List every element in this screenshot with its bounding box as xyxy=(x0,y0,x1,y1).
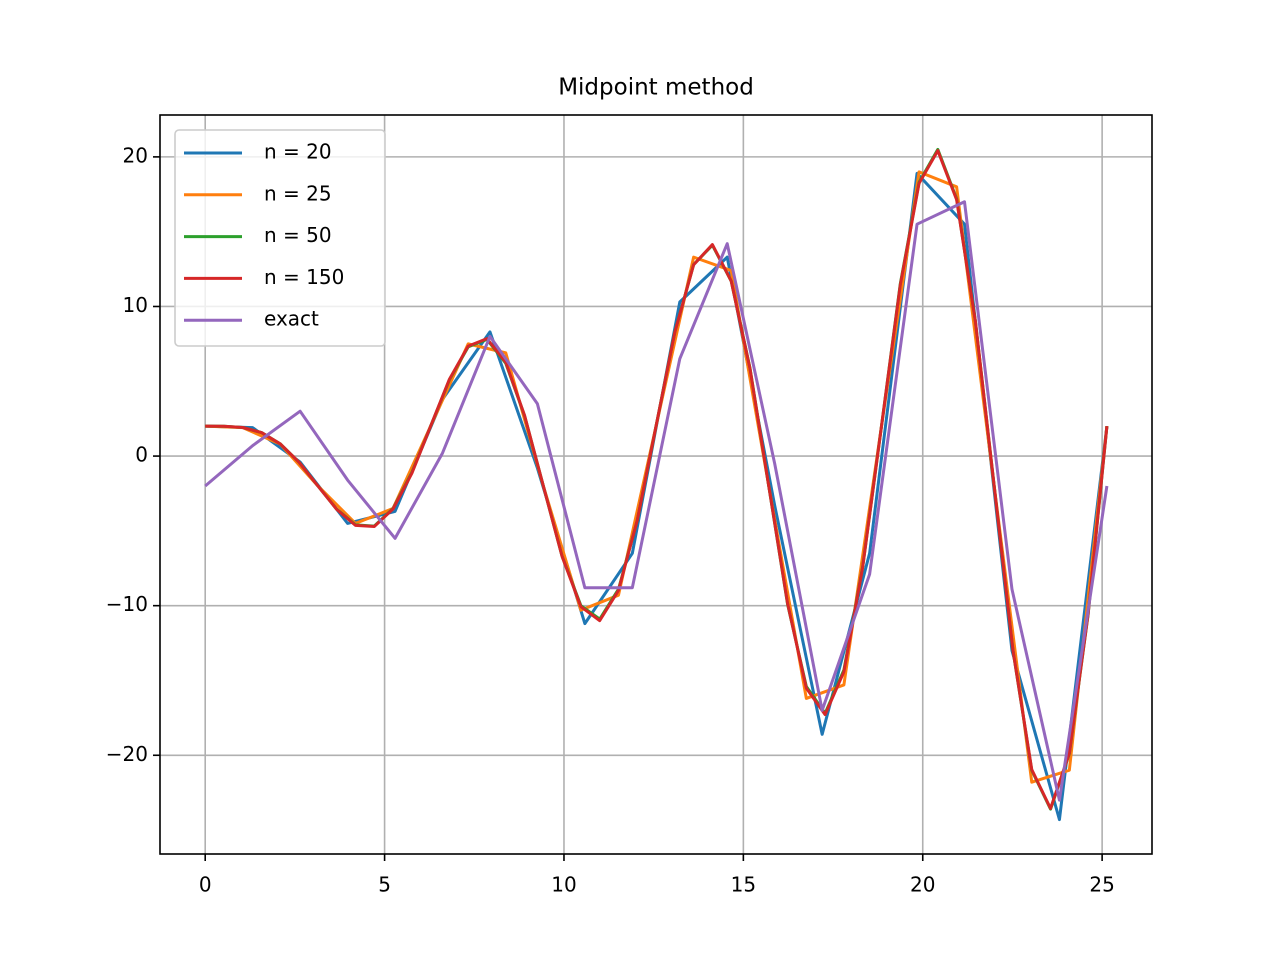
y-tick-label: −20 xyxy=(106,742,148,766)
y-tick-label: 0 xyxy=(135,443,148,467)
series-line xyxy=(205,149,1109,811)
x-tick-label: 20 xyxy=(910,873,935,897)
x-tick-label: 15 xyxy=(731,873,756,897)
legend-label: exact xyxy=(264,307,319,331)
legend-label: n = 150 xyxy=(264,265,344,289)
y-tick-label: −10 xyxy=(106,592,148,616)
chart-title: Midpoint method xyxy=(558,75,754,101)
x-tick-label: 10 xyxy=(551,873,576,897)
plot-frame xyxy=(159,114,1153,855)
legend-label: n = 20 xyxy=(264,140,332,164)
legend-label: n = 50 xyxy=(264,223,332,247)
y-tick-label: 10 xyxy=(123,293,148,317)
y-tick-label: 20 xyxy=(123,143,148,167)
legend-label: n = 25 xyxy=(264,181,332,205)
series-line xyxy=(204,200,1109,802)
x-tick-label: 25 xyxy=(1089,873,1114,897)
x-tick-label: 0 xyxy=(199,873,212,897)
legend-box xyxy=(174,129,386,347)
x-tick-label: 5 xyxy=(378,873,391,897)
